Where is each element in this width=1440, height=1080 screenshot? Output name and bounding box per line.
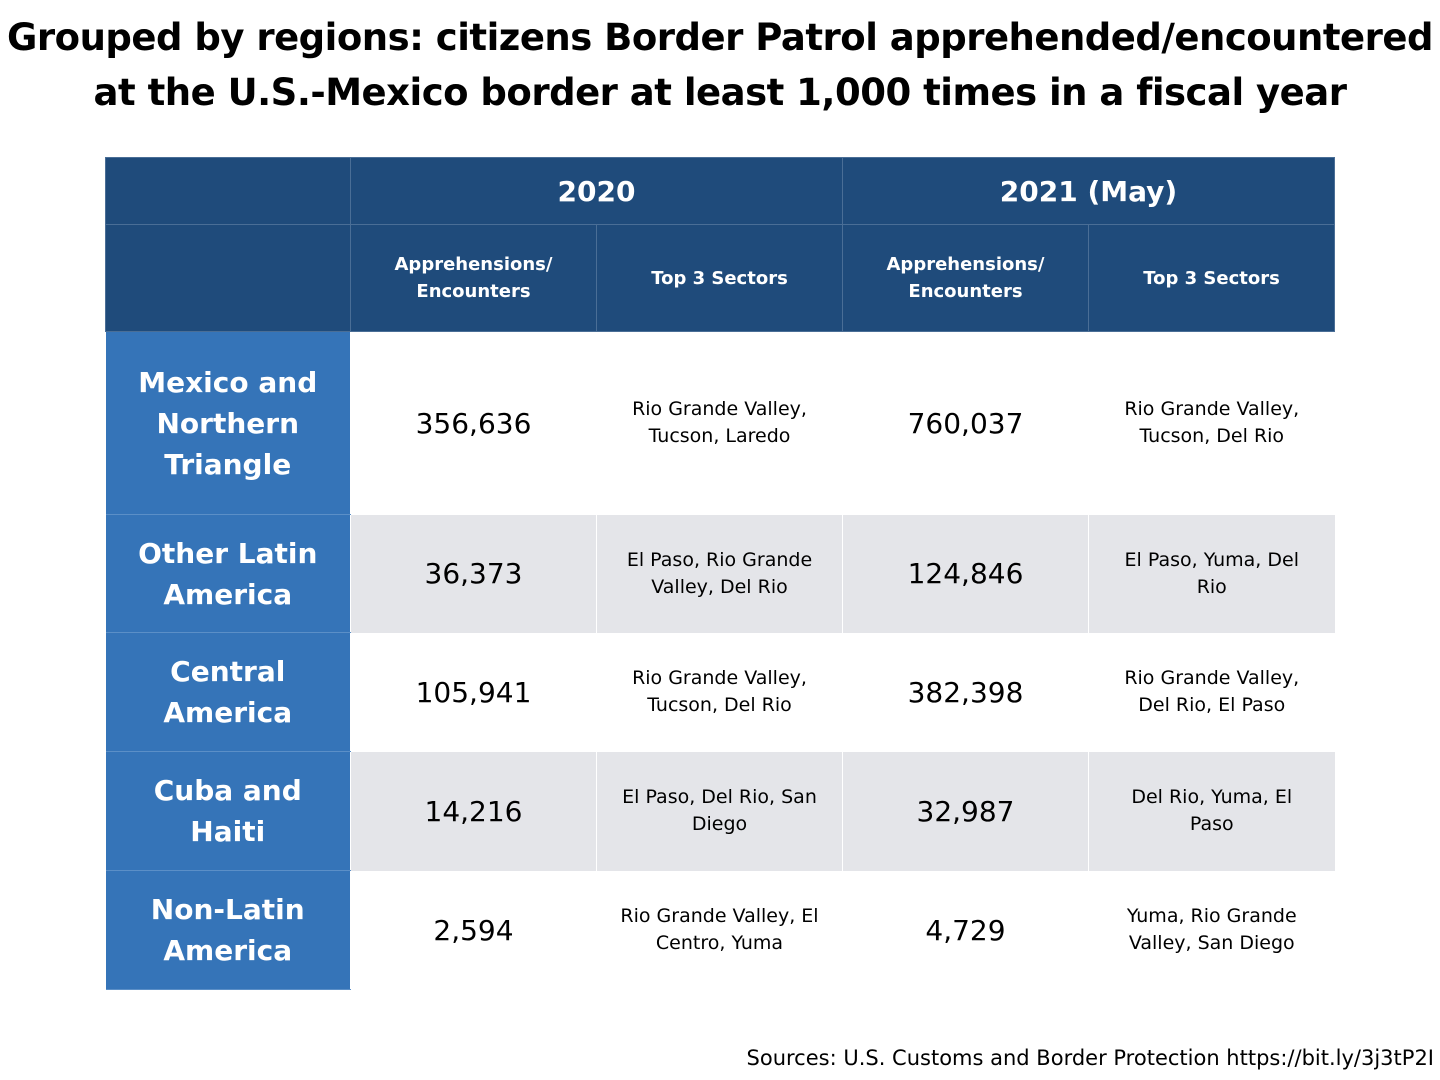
group-header: 2020 [350,157,843,225]
sectors-2021: Del Rio, Yuma, El Paso [1087,751,1335,871]
apprehensions-2021: 382,398 [842,632,1089,752]
chart-title: Grouped by regions: citizens Border Patr… [7,16,1433,114]
table-row: Non-Latin America 2,594 Rio Grande Valley,… [105,870,1335,990]
table-row: Other Latin America 36,373 El Paso, Rio Gr… [105,514,1335,633]
sectors-2020: El Paso, Rio Grande Valley, Del Rio [596,514,843,633]
data-table: 2020 2021 (May) Apprehensions/ Encounter… [105,157,1336,990]
apprehensions-2020: 105,941 [350,632,597,752]
apprehensions-2020: 2,594 [350,870,597,990]
sectors-2020: Rio Grande Valley, Tucson, Laredo [596,331,843,515]
corner-cell [105,157,351,225]
table-row: Central America 105,941 Rio Grande Valley,… [105,632,1335,752]
apprehensions-2021: 124,846 [842,514,1089,633]
region-label: Non-Latin America [105,870,351,990]
apprehensions-2020: 356,636 [350,331,597,515]
sectors-2020: Rio Grande Valley, El Centro, Yuma [596,870,843,990]
sectors-2021: Rio Grande Valley, Tucson, Del Rio [1087,331,1335,515]
apprehensions-2020: 14,216 [350,751,597,871]
corner-cell [105,224,351,332]
sectors-2020: Rio Grande Valley, Tucson, Del Rio [596,632,843,752]
region-label: Mexico and Northern Triangle [105,331,351,515]
sectors-2021: Rio Grande Valley, Del Rio, El Paso [1087,632,1335,752]
group-header: 2021 (May) [841,157,1336,225]
column-header: Apprehensions/ Encounters [350,224,597,332]
region-label: Central America [105,632,351,752]
apprehensions-2021: 760,037 [842,331,1089,515]
sectors-2021: Yuma, Rio Grande Valley, San Diego [1087,870,1335,990]
column-header: Top 3 Sectors [1087,224,1336,332]
sectors-2020: El Paso, Del Rio, San Diego [596,751,843,871]
table-row: Mexico and Northern Triangle 356,636 Rio G… [105,331,1335,515]
sectors-2021: El Paso, Yuma, Del Rio [1087,514,1335,633]
source-note: Sources: U.S. Customs and Border Protect… [746,1046,1434,1070]
apprehensions-2021: 32,987 [842,751,1089,871]
column-header: Apprehensions/ Encounters [842,224,1089,332]
apprehensions-2020: 36,373 [350,514,597,633]
column-header: Top 3 Sectors [596,224,843,332]
table-row: Cuba and Haiti 14,216 El Paso, Del Rio, Sa… [105,751,1335,871]
region-label: Cuba and Haiti [105,751,351,871]
region-label: Other Latin America [105,514,351,633]
apprehensions-2021: 4,729 [842,870,1089,990]
